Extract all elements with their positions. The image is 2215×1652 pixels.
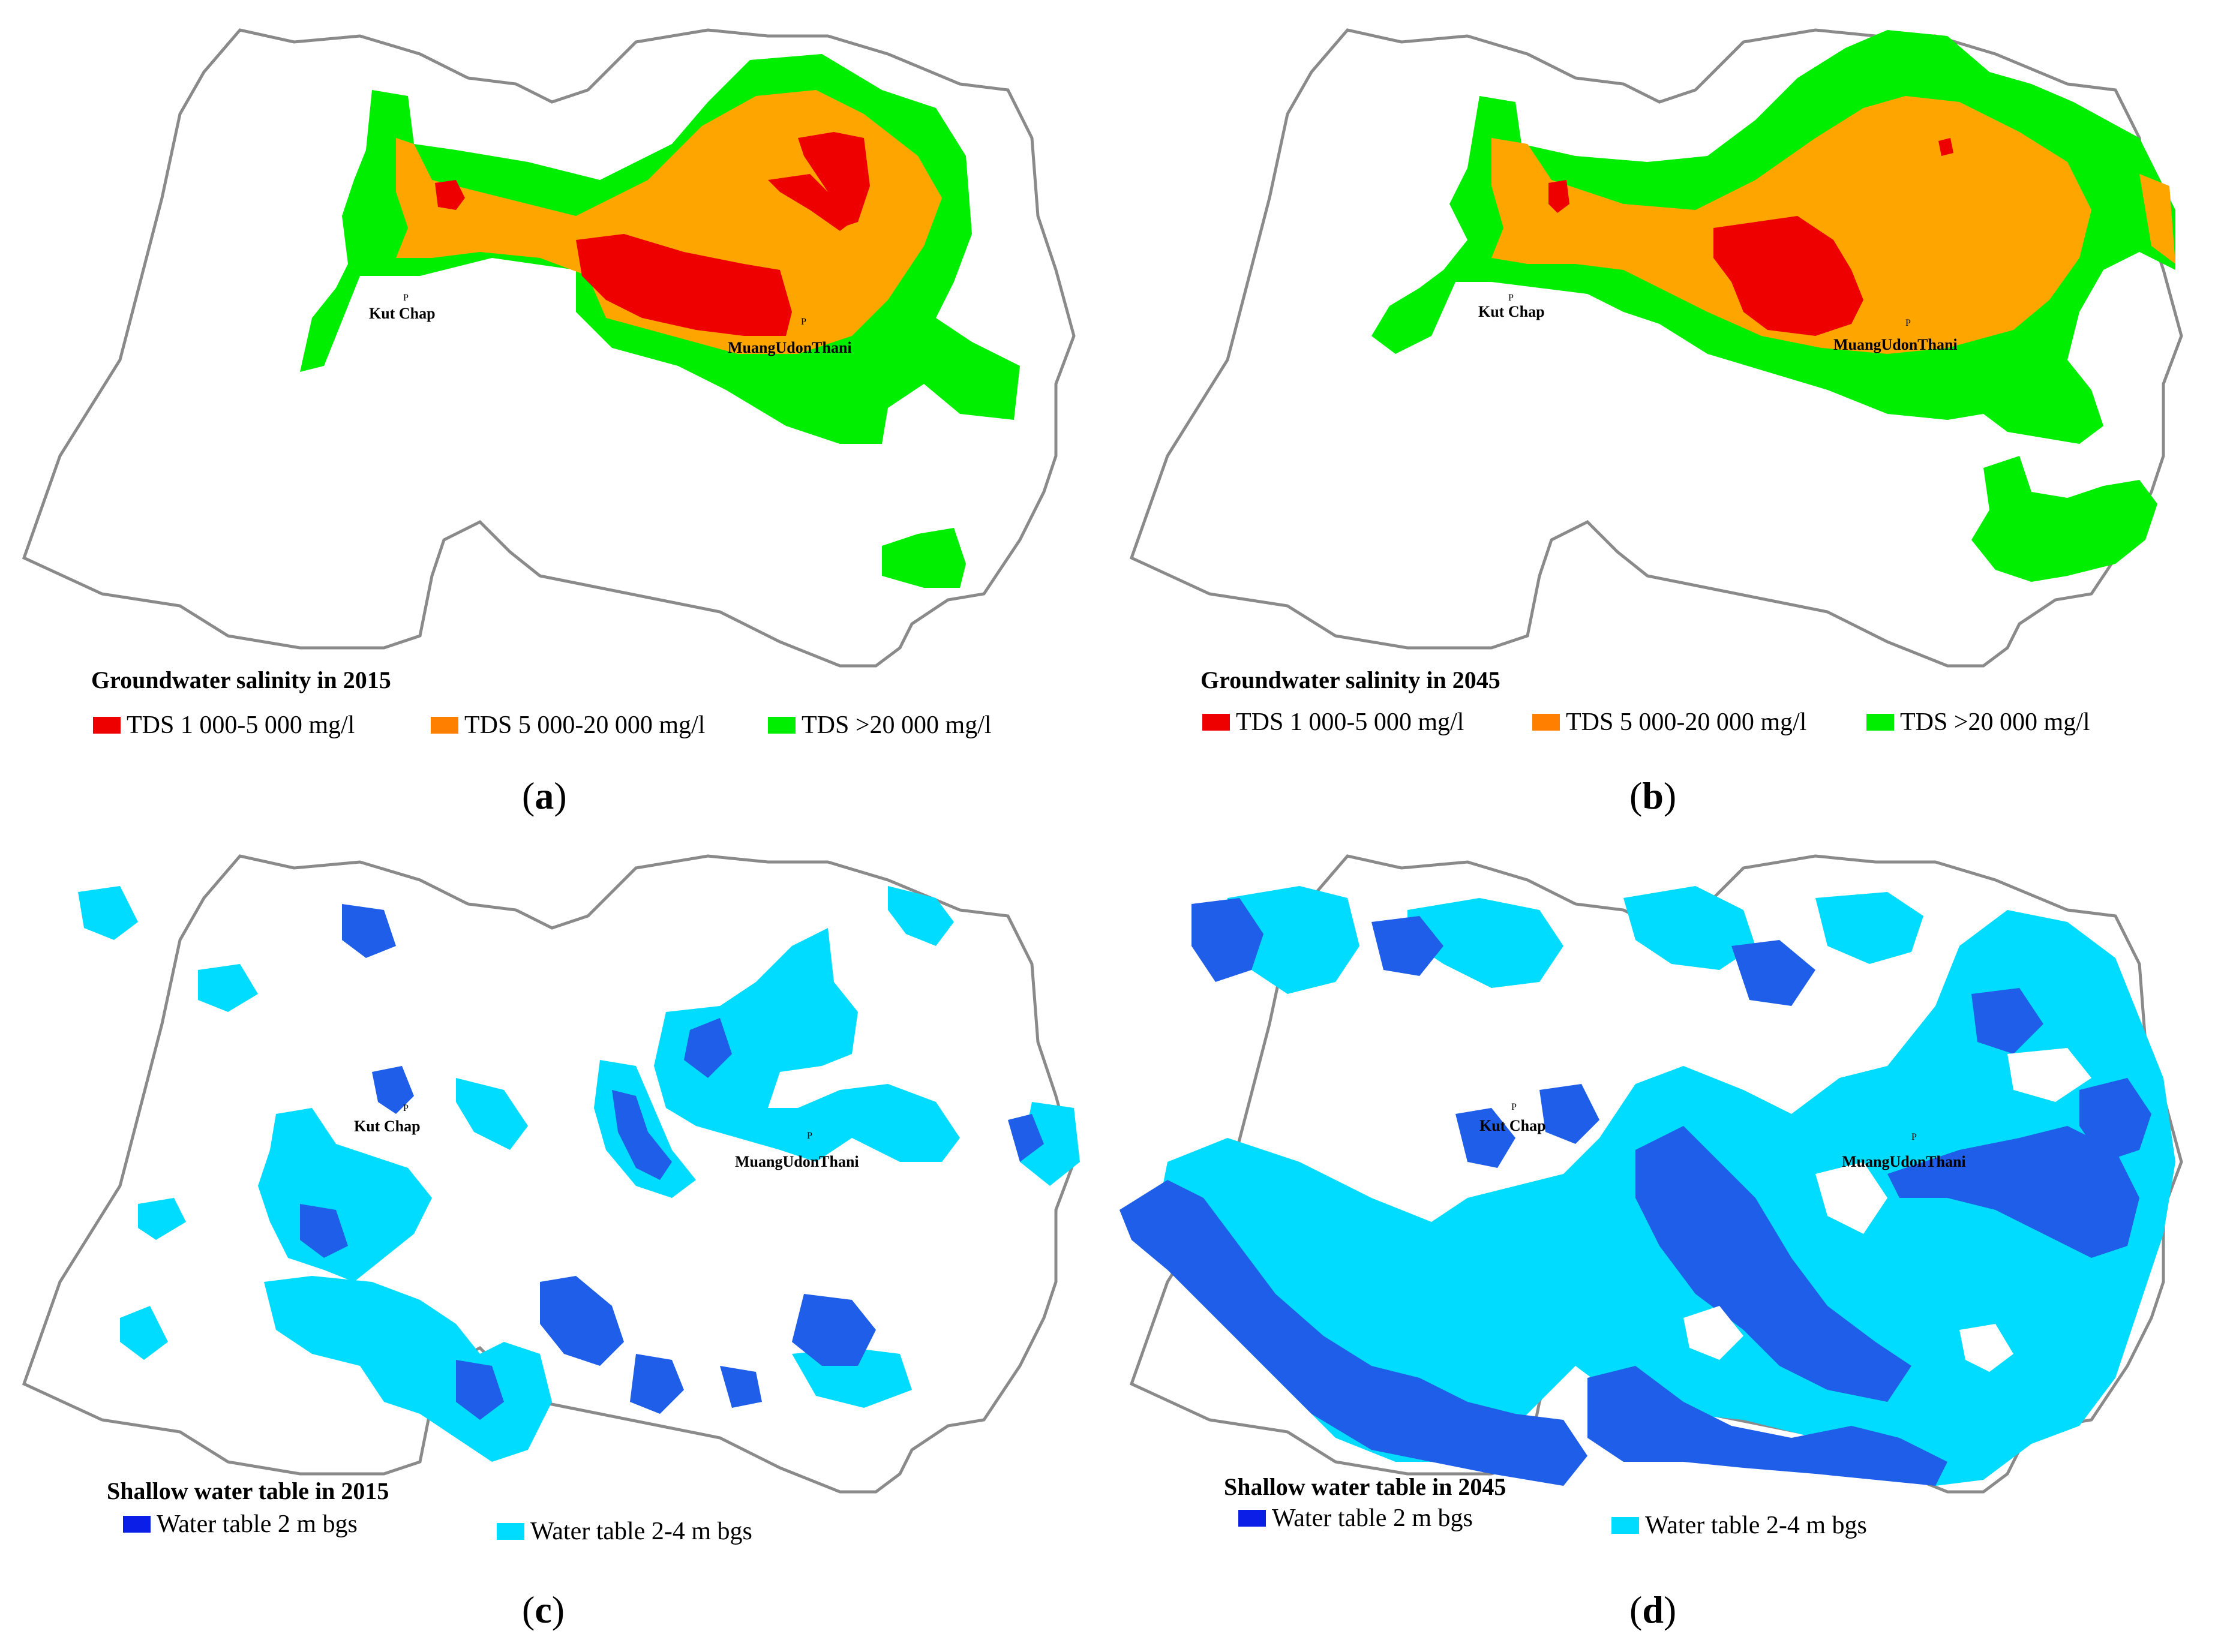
zone-tds-low bbox=[435, 180, 465, 210]
kut-chap-marker: P bbox=[1511, 1102, 1517, 1112]
place-label-muang-udon-thani: MuangUdonThani bbox=[735, 1153, 859, 1170]
legend-title: Groundwater salinity in 2015 bbox=[91, 666, 391, 693]
panel-caption: (a) bbox=[522, 774, 567, 817]
panel-caption: (d) bbox=[1629, 1588, 1677, 1631]
map-b bbox=[1108, 0, 2215, 732]
zone-tds-high bbox=[882, 528, 966, 588]
legend-label: TDS 1 000-5 000 mg/l bbox=[127, 711, 355, 739]
legend-item-water-table-shallow: Water table 2 m bgs bbox=[123, 1510, 358, 1539]
zone-tds-low bbox=[576, 234, 792, 336]
legend-swatch-orange bbox=[431, 717, 458, 734]
legend-item-tds-high: TDS >20 000 mg/l bbox=[768, 711, 992, 740]
zone-tds-mid bbox=[2139, 174, 2175, 264]
place-label-kut-chap: Kut Chap bbox=[1479, 1117, 1546, 1134]
zone-tds-low bbox=[1713, 216, 1863, 336]
panel-d-water-table-2045: P Kut Chap P MuangUdonThani Shallow wate… bbox=[1108, 826, 2215, 1652]
muang-udon-thani-marker: P bbox=[1911, 1132, 1917, 1142]
legend-item-tds-low: TDS 1 000-5 000 mg/l bbox=[1202, 708, 1464, 737]
place-label-kut-chap: Kut Chap bbox=[354, 1118, 421, 1135]
zone-tds-low bbox=[768, 174, 852, 231]
legend-title: Shallow water table in 2045 bbox=[1224, 1473, 1506, 1500]
kut-chap-marker: P bbox=[403, 1103, 409, 1113]
legend-label: TDS 1 000-5 000 mg/l bbox=[1236, 708, 1464, 736]
zone-tds-low bbox=[1548, 180, 1569, 213]
legend-label: TDS 5 000-20 000 mg/l bbox=[464, 711, 706, 739]
map-a bbox=[0, 0, 1108, 732]
legend-swatch-dark-blue bbox=[123, 1516, 151, 1533]
zone-tds-low bbox=[1938, 138, 1953, 156]
legend-title: Groundwater salinity in 2045 bbox=[1200, 666, 1500, 693]
place-label-muang-udon-thani: MuangUdonThani bbox=[728, 339, 852, 356]
legend-label: TDS >20 000 mg/l bbox=[802, 711, 992, 739]
legend-title: Shallow water table in 2015 bbox=[107, 1477, 389, 1504]
legend-swatch-orange bbox=[1532, 714, 1560, 731]
legend-swatch-light-blue bbox=[497, 1523, 524, 1540]
place-label-muang-udon-thani: MuangUdonThani bbox=[1842, 1153, 1966, 1170]
zones-water-table-shallow bbox=[1119, 898, 2151, 1486]
muang-udon-thani-marker: P bbox=[807, 1131, 812, 1141]
legend-item-water-table-shallow: Water table 2 m bgs bbox=[1238, 1504, 1473, 1533]
zones-water-table-shallow bbox=[300, 904, 1044, 1420]
map-d bbox=[1119, 826, 2215, 1558]
place-label-muang-udon-thani: MuangUdonThani bbox=[1833, 336, 1958, 353]
muang-udon-thani-marker: P bbox=[801, 317, 806, 327]
zone-tds-low bbox=[798, 132, 870, 228]
legend-label: TDS 5 000-20 000 mg/l bbox=[1566, 708, 1807, 736]
panel-caption: (c) bbox=[522, 1588, 565, 1631]
legend-item-water-table-mid: Water table 2-4 m bgs bbox=[497, 1517, 752, 1546]
muang-udon-thani-marker: P bbox=[1905, 318, 1911, 328]
legend-item-tds-mid: TDS 5 000-20 000 mg/l bbox=[431, 711, 705, 740]
legend-swatch-light-blue bbox=[1611, 1517, 1639, 1534]
legend-item-water-table-mid: Water table 2-4 m bgs bbox=[1611, 1511, 1867, 1540]
legend-label: TDS >20 000 mg/l bbox=[1900, 708, 2090, 736]
zones-no-shallow-water bbox=[1257, 1048, 2091, 1372]
kut-chap-marker: P bbox=[403, 293, 409, 303]
legend-item-tds-low: TDS 1 000-5 000 mg/l bbox=[93, 711, 355, 740]
kut-chap-marker: P bbox=[1508, 293, 1514, 303]
legend-swatch-red bbox=[1202, 714, 1230, 731]
legend-swatch-green bbox=[1866, 714, 1894, 731]
legend-label: Water table 2-4 m bgs bbox=[1645, 1512, 1867, 1539]
map-c bbox=[0, 826, 1080, 1558]
panel-caption: (b) bbox=[1629, 774, 1677, 817]
panel-b-salinity-2045: P Kut Chap P MuangUdonThani Groundwater … bbox=[1108, 0, 2215, 826]
legend-label: Water table 2 m bgs bbox=[157, 1510, 358, 1538]
place-label-kut-chap: Kut Chap bbox=[369, 305, 436, 322]
legend-item-tds-high: TDS >20 000 mg/l bbox=[1866, 708, 2090, 737]
panel-a-salinity-2015: P Kut Chap P MuangUdonThani Groundwater … bbox=[0, 0, 1108, 826]
zone-tds-high bbox=[1971, 456, 2157, 582]
legend-swatch-red bbox=[93, 717, 121, 734]
legend-label: Water table 2 m bgs bbox=[1272, 1504, 1473, 1532]
place-label-kut-chap: Kut Chap bbox=[1478, 303, 1545, 320]
legend-swatch-green bbox=[768, 717, 796, 734]
panel-c-water-table-2015: P Kut Chap P MuangUdonThani Shallow wate… bbox=[0, 826, 1108, 1652]
legend-swatch-dark-blue bbox=[1238, 1510, 1266, 1527]
legend-label: Water table 2-4 m bgs bbox=[530, 1518, 752, 1545]
legend-item-tds-mid: TDS 5 000-20 000 mg/l bbox=[1532, 708, 1806, 737]
